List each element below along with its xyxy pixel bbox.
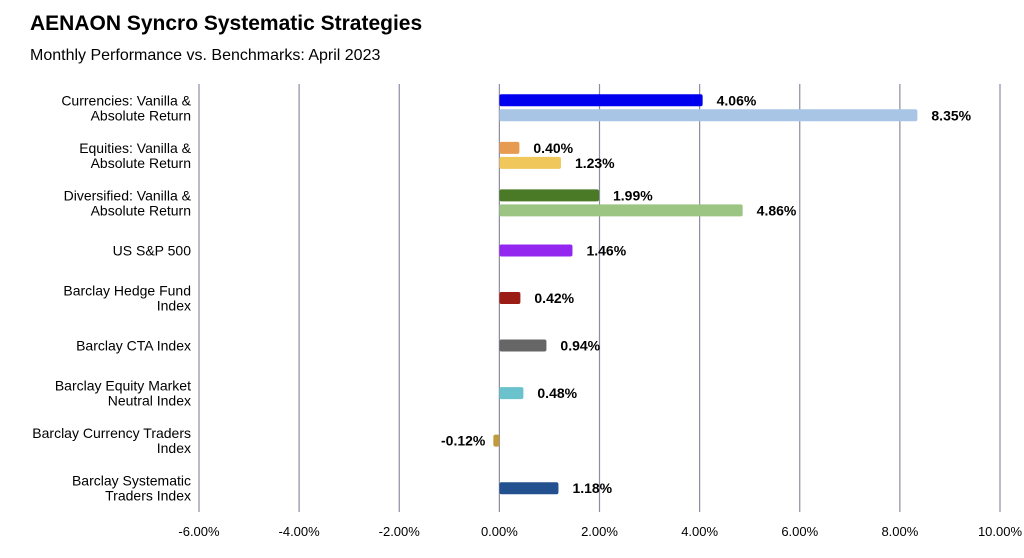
data-label: 4.06% — [717, 92, 757, 108]
data-label: 0.94% — [560, 338, 600, 354]
bar — [499, 156, 561, 169]
data-label: -0.12% — [441, 433, 486, 449]
bar — [499, 292, 521, 304]
data-label: 0.40% — [533, 140, 573, 156]
bar — [499, 141, 520, 154]
category-label-line: Barclay Currency Traders — [32, 425, 191, 441]
x-tick-label: -4.00% — [279, 524, 321, 539]
x-tick-label: -6.00% — [178, 524, 220, 539]
data-label: 1.23% — [575, 155, 615, 171]
bar — [499, 387, 524, 400]
gridlines — [198, 84, 1001, 512]
data-label: 1.18% — [572, 480, 612, 496]
bar — [499, 339, 547, 352]
category-label-line: Barclay Equity Market — [55, 378, 191, 394]
category-label: Currencies: Vanilla & Absolute Return — [61, 92, 191, 123]
bar — [499, 244, 573, 257]
category-label-line: Neutral Index — [108, 393, 191, 409]
data-label: 1.46% — [586, 242, 626, 258]
category-label: Equities: Vanilla & Absolute Return — [79, 140, 191, 171]
bars — [493, 94, 918, 495]
category-label: Barclay CTA Index — [76, 338, 191, 354]
category-label: Barclay Systematic Traders Index — [72, 473, 191, 504]
x-tick-label: 2.00% — [581, 524, 618, 539]
bar — [499, 109, 918, 122]
data-label: 0.42% — [534, 290, 574, 306]
x-tick-label: -2.00% — [379, 524, 421, 539]
category-label-line: US S&P 500 — [113, 242, 192, 258]
category-label-line: Barclay Hedge Fund — [63, 283, 191, 299]
labels: -6.00% -4.00% -2.00% 0.00% 2.00% 4.00% 6.00% 8.… — [32, 92, 1022, 539]
data-label: 8.35% — [931, 107, 971, 123]
chart-title: AENAON Syncro Systematic Strategies — [30, 12, 423, 35]
bar — [493, 434, 500, 447]
category-label-line: Currencies: Vanilla & — [61, 92, 191, 108]
category-label-line: Barclay CTA Index — [76, 338, 191, 354]
category-label: Barclay Currency Traders Index — [32, 425, 191, 456]
x-tick-label: 0.00% — [481, 524, 518, 539]
category-label: Barclay Hedge Fund Index — [63, 283, 191, 314]
category-label-line: Barclay Systematic — [72, 473, 191, 489]
x-tick-label: 6.00% — [781, 524, 818, 539]
category-label-line: Index — [157, 440, 191, 456]
x-tick-label: 10.00% — [978, 524, 1023, 539]
bar — [499, 189, 599, 202]
category-label-line: Diversified: Vanilla & — [64, 187, 192, 203]
data-label: 1.99% — [613, 187, 653, 203]
category-label-line: Absolute Return — [91, 107, 191, 123]
category-label-line: Absolute Return — [91, 202, 191, 218]
bar — [499, 94, 703, 107]
category-label-line: Equities: Vanilla & — [79, 140, 191, 156]
x-tick-label: 8.00% — [881, 524, 918, 539]
data-label: 0.48% — [537, 385, 577, 401]
bar — [499, 204, 743, 217]
x-tick-label: 4.00% — [681, 524, 718, 539]
category-label-line: Index — [157, 298, 191, 314]
chart-subtitle: Monthly Performance vs. Benchmarks: Apri… — [30, 47, 381, 64]
category-label: US S&P 500 — [113, 242, 192, 258]
data-label: 4.86% — [757, 202, 797, 218]
category-label: Diversified: Vanilla & Absolute Return — [64, 187, 192, 218]
category-label: Barclay Equity Market Neutral Index — [55, 378, 191, 409]
bar — [499, 482, 559, 495]
category-label-line: Traders Index — [105, 488, 191, 504]
category-label-line: Absolute Return — [91, 155, 191, 171]
